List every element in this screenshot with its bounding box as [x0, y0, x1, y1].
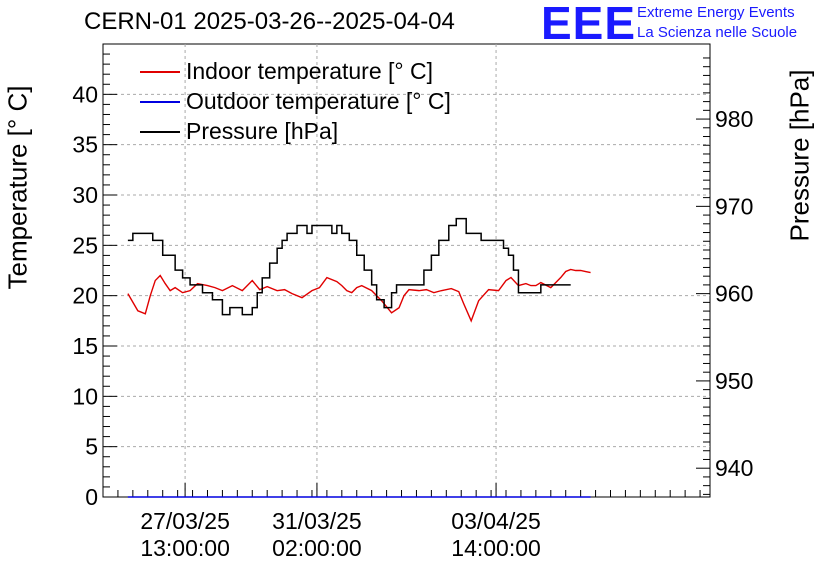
x-tick-time: 13:00:00 [140, 535, 230, 561]
brand-line-2: La Scienza nelle Scuole [637, 24, 798, 41]
x-tick-label: 31/03/25 02:00:00 [237, 508, 397, 562]
x-tick-date: 31/03/25 [272, 508, 362, 534]
legend-label-indoor: Indoor temperature [° C] [186, 58, 433, 84]
y-tick-label: 40 [72, 81, 98, 107]
y2-tick-label: 970 [715, 193, 753, 219]
series-line-indoor [127, 268, 591, 323]
chart-title: CERN-01 2025-03-26--2025-04-04 [84, 8, 455, 35]
y-tick-label: 0 [85, 484, 98, 510]
y-tick-label: 15 [72, 333, 98, 359]
legend-swatch-indoor [140, 71, 180, 73]
brand-line-1: Extreme Energy Events [637, 4, 795, 21]
legend-label-pressure: Pressure [hPa] [186, 118, 339, 144]
y2-tick-label: 950 [715, 368, 753, 394]
y2-tick-label: 960 [715, 281, 753, 307]
y-tick-label: 20 [72, 283, 98, 309]
x-tick-time: 02:00:00 [272, 535, 362, 561]
y-tick-label: 35 [72, 132, 98, 158]
y-tick-label: 10 [72, 383, 98, 409]
x-tick-label: 27/03/25 13:00:00 [105, 508, 265, 562]
y2-tick-label: 940 [715, 455, 753, 481]
x-tick-date: 27/03/25 [140, 508, 230, 534]
y-axis-label-right: Pressure [hPa] [784, 69, 815, 242]
y2-tick-label: 980 [715, 106, 753, 132]
x-tick-time: 14:00:00 [451, 535, 541, 561]
y-tick-label: 30 [72, 182, 98, 208]
x-tick-date: 03/04/25 [451, 508, 541, 534]
series-line-pressure [127, 217, 571, 316]
legend-label-outdoor: Outdoor temperature [° C] [186, 88, 451, 114]
x-tick-label: 03/04/25 14:00:00 [416, 508, 576, 562]
y-axis-label-left: Temperature [° C] [2, 85, 33, 290]
y-tick-label: 25 [72, 232, 98, 258]
legend-swatch-pressure [140, 131, 180, 133]
y-tick-label: 5 [85, 434, 98, 460]
legend-swatch-outdoor [140, 101, 180, 103]
eee-logo: EEE [541, 0, 637, 49]
